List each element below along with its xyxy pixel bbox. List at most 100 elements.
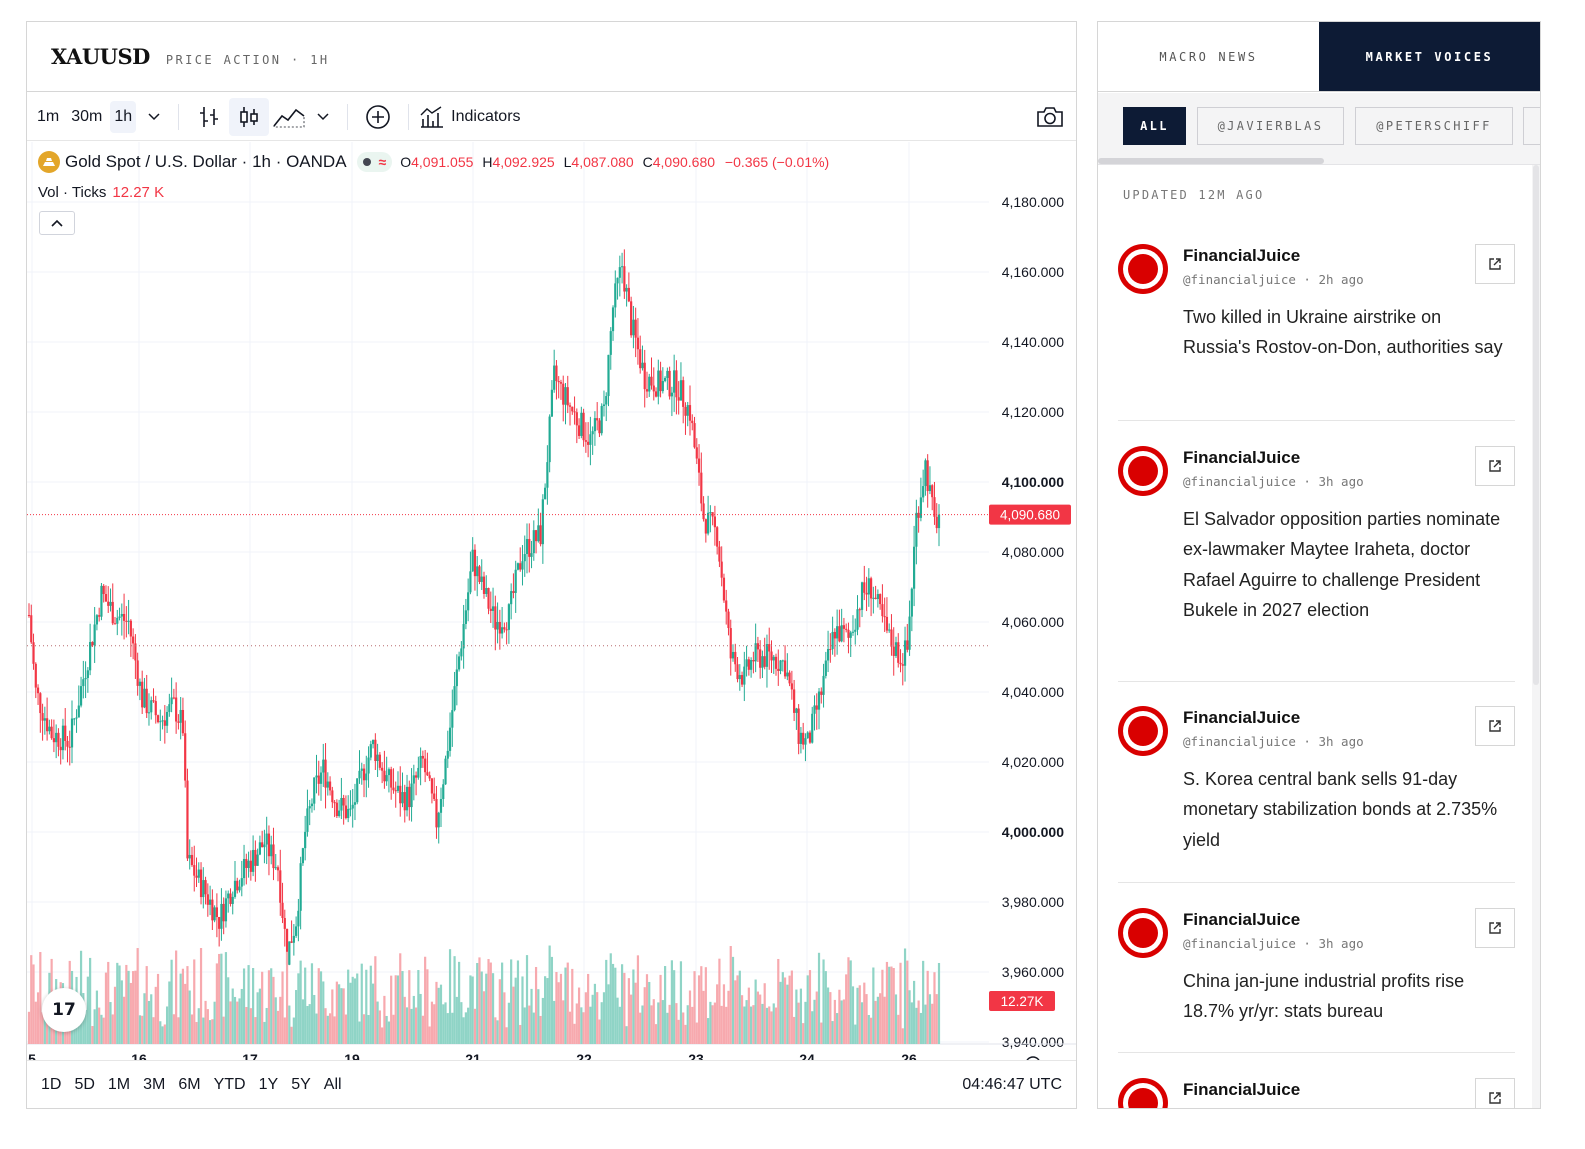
candle-body [652,385,655,392]
volume-bar [591,994,594,1044]
candle-body [910,588,913,617]
volume-bar [550,956,554,1044]
volume-bar [147,1000,151,1044]
volume-bar [224,952,228,1044]
candle-body [358,770,361,779]
candle-body [351,804,354,809]
filter-peterschiff-chip[interactable]: @PETERSCHIFF [1355,107,1513,145]
range-5d-button[interactable]: 5D [74,1075,95,1093]
horizontal-scrollbar[interactable] [1098,158,1324,164]
candle-body [611,307,615,332]
volume-bar [587,973,590,1044]
candle-body [444,758,447,785]
indicators-button[interactable]: Indicators [419,105,521,129]
candle-body [516,563,520,570]
volume-bar [476,963,479,1044]
volume-bar [804,1001,807,1044]
tradingview-logo-icon[interactable]: 17 [42,988,86,1032]
candlestick-chart-svg[interactable]: 4,180.000 4,160.000 4,140.000 4,120.000 4,10… [27,142,1076,1060]
volume-bar [503,992,506,1044]
candle-body [487,588,490,609]
area-chart-icon[interactable] [269,98,309,136]
candle-body [786,672,789,677]
candle-body [539,525,542,545]
volume-bar [435,981,438,1044]
tab-macro-news[interactable]: MACRO NEWS [1159,49,1258,64]
candle-body [224,898,228,922]
volume-bar [734,980,737,1044]
range-ytd-button[interactable]: YTD [213,1075,246,1093]
timeframe-dropdown-chevron-icon[interactable] [140,98,168,136]
volume-bar [817,952,821,1044]
open-external-button[interactable] [1475,706,1515,746]
volume-bar [903,948,907,1044]
candle-body [95,615,99,625]
ohlc-values: O4,091.055 H4,092.925 L4,087.080 C4,090.… [400,154,830,170]
compare-plus-icon[interactable] [358,98,398,136]
candle-body [50,726,53,739]
volume-bar [27,1011,31,1044]
range-5y-button[interactable]: 5Y [291,1075,311,1093]
volume-bar [709,1001,712,1044]
range-1d-button[interactable]: 1D [41,1075,62,1093]
filter-all-chip[interactable]: ALL [1123,107,1186,145]
candle-body [697,458,701,473]
open-external-button[interactable] [1475,244,1515,284]
volume-bar [623,972,626,1044]
filter-javierblas-chip[interactable]: @JAVIERBLAS [1197,107,1344,145]
volume-bar [917,1000,920,1044]
volume-bar [141,1015,144,1044]
news-post[interactable]: FinancialJuice [1118,1078,1515,1108]
volume-bar [102,1017,105,1044]
range-1m-button[interactable]: 1M [107,1075,131,1093]
range-all-button[interactable]: All [323,1075,342,1093]
bar-chart-icon[interactable] [189,98,229,136]
filter-more-chip[interactable] [1523,107,1540,145]
collapse-legend-button[interactable] [39,211,75,235]
close-value: 4,090.680 [652,154,716,170]
timeframe-1h-button[interactable]: 1h [110,100,137,133]
volume-bar [609,953,612,1044]
volume-bar [401,971,404,1044]
volume-bar [267,970,271,1044]
chart-type-dropdown-chevron-icon[interactable] [309,98,337,136]
camera-snapshot-icon[interactable] [1030,98,1070,136]
candle-body [265,833,268,845]
range-3m-button[interactable]: 3M [143,1075,166,1093]
tab-market-voices[interactable]: MARKET VOICES [1319,22,1540,91]
utc-clock[interactable]: 04:46:47 UTC [962,1075,1062,1093]
volume-bar [285,951,289,1044]
volume-bar [711,1005,714,1044]
candlestick-chart-icon[interactable] [229,97,270,136]
candle-body [46,718,49,732]
news-post[interactable]: FinancialJuice @financialjuice · 2h ago … [1118,244,1515,404]
range-6m-button[interactable]: 6M [178,1075,201,1093]
price-chart[interactable]: 4,180.000 4,160.000 4,140.000 4,120.000 4,10… [27,142,1076,1060]
range-1y-button[interactable]: 1Y [258,1075,279,1093]
low-value: 4,087.080 [571,154,634,170]
volume-bar [632,969,635,1044]
candle-body [759,649,762,668]
volume-bar [605,959,608,1044]
news-post[interactable]: FinancialJuice @financialjuice · 3h ago … [1118,908,1515,1048]
candle-body [856,609,859,630]
news-post[interactable]: FinancialJuice @financialjuice · 3h ago … [1118,446,1515,666]
open-external-button[interactable] [1475,908,1515,948]
candle-body [885,616,889,631]
market-status-pill[interactable]: ≈ [356,152,393,172]
volume-bar [405,1007,409,1044]
time-axis-label: 16 [131,1051,147,1060]
news-post[interactable]: FinancialJuice @financialjuice · 3h ago … [1118,706,1515,866]
open-external-button[interactable] [1475,446,1515,486]
candle-body [684,406,687,416]
volume-bar [30,955,33,1044]
volume-tag [989,991,1055,1011]
candle-body [847,629,850,638]
volume-bar [544,976,547,1044]
vertical-scrollbar-thumb[interactable] [1533,165,1539,685]
candle-body [858,609,861,611]
timeframe-30m-button[interactable]: 30m [71,107,103,125]
range-bar: 1D 5D 1M 3M 6M YTD 1Y 5Y All 04:46:47 UT… [27,1060,1076,1108]
open-external-button[interactable] [1475,1078,1515,1108]
timeframe-1m-button[interactable]: 1m [37,107,60,125]
